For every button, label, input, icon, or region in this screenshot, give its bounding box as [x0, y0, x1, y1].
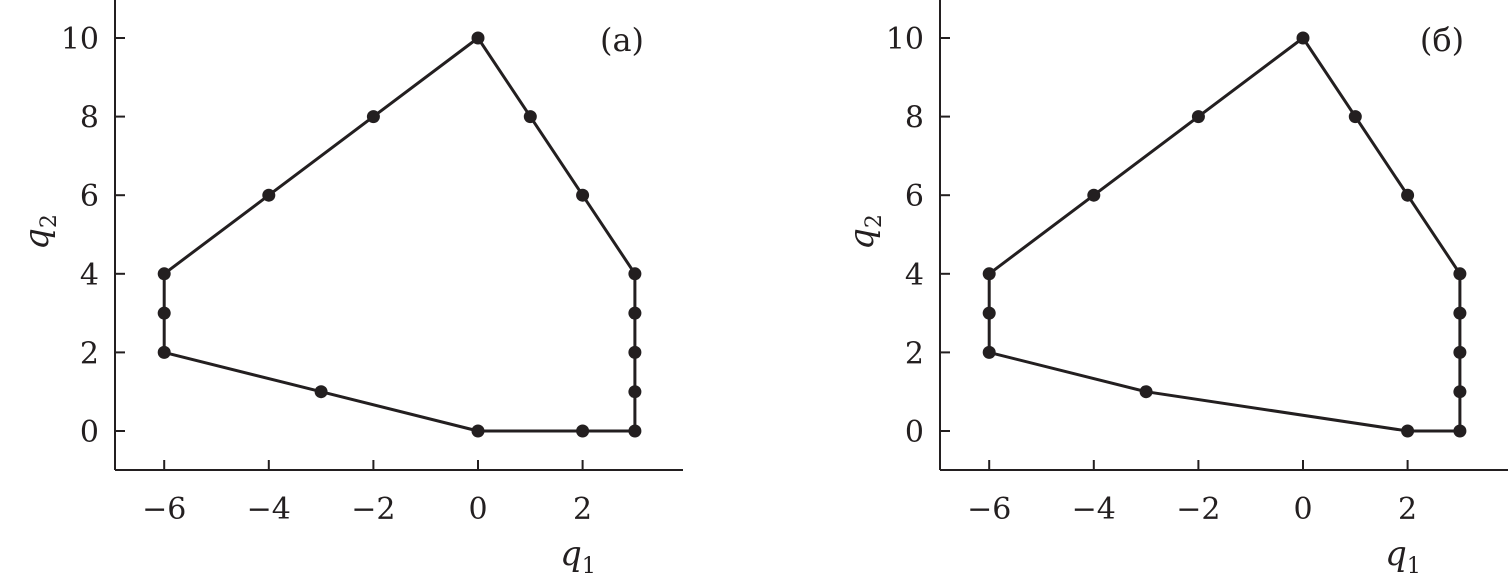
data-point	[1453, 424, 1467, 438]
data-point	[982, 267, 996, 281]
boundary-line	[162, 36, 637, 433]
y-tick-label: 10	[886, 22, 924, 57]
data-point	[628, 424, 642, 438]
x-tick-label: −6	[967, 492, 1011, 527]
y-tick-label: 6	[905, 179, 924, 214]
data-point	[471, 424, 485, 438]
x-axis-label-sub: 1	[582, 554, 596, 575]
y-tick-label: 8	[905, 101, 924, 136]
data-point	[628, 306, 642, 320]
y-tick-label: 2	[80, 336, 99, 371]
data-point	[1348, 110, 1362, 124]
data-point	[628, 385, 642, 399]
y-tick-label: 2	[905, 336, 924, 371]
x-tick-label: −6	[142, 492, 186, 527]
boundary-line	[987, 36, 1462, 433]
y-axis-label: q2	[17, 214, 62, 250]
data-point	[576, 424, 590, 438]
data-point	[314, 385, 328, 399]
y-tick-label: 6	[80, 179, 99, 214]
data-point	[1453, 345, 1467, 359]
x-axis-label-sub: 1	[1407, 554, 1421, 575]
data-point	[157, 306, 171, 320]
x-tick-label: −2	[351, 492, 395, 527]
data-point	[576, 188, 590, 202]
data-point	[157, 267, 171, 281]
data-point	[1453, 385, 1467, 399]
y-axis-label-main: q	[842, 228, 882, 250]
x-tick-label: 0	[1293, 492, 1312, 527]
y-tick-label: 4	[905, 258, 924, 293]
y-axis-label-sub: 2	[862, 214, 887, 228]
x-axis-label-main: q	[1385, 534, 1407, 574]
x-axis-label: q1	[1385, 534, 1421, 575]
data-point	[366, 110, 380, 124]
data-point	[1296, 31, 1310, 45]
y-axis-label-main: q	[17, 228, 57, 250]
data-point	[1191, 110, 1205, 124]
y-tick-label: 0	[80, 415, 99, 450]
data-point	[628, 267, 642, 281]
x-tick-label: 2	[1398, 492, 1417, 527]
y-tick-label: 0	[905, 415, 924, 450]
data-point	[982, 306, 996, 320]
data-point	[1087, 188, 1101, 202]
y-tick-label: 10	[61, 22, 99, 57]
data-point	[1453, 267, 1467, 281]
y-tick-label: 4	[80, 258, 99, 293]
x-axis-label-main: q	[560, 534, 582, 574]
data-point	[1453, 306, 1467, 320]
y-axis-label-sub: 2	[37, 214, 62, 228]
data-point	[262, 188, 276, 202]
y-tick-label: 8	[80, 101, 99, 136]
data-point	[523, 110, 537, 124]
data-point	[1401, 188, 1415, 202]
x-axis-label: q1	[560, 534, 596, 575]
data-point	[1139, 385, 1153, 399]
data-point	[157, 345, 171, 359]
data-point	[471, 31, 485, 45]
data-point	[982, 345, 996, 359]
data-point	[1401, 424, 1415, 438]
x-tick-label: −2	[1176, 492, 1220, 527]
panel-label: (a)	[600, 21, 644, 59]
panel-label: (б)	[1420, 21, 1464, 59]
data-point	[628, 345, 642, 359]
x-tick-label: −4	[247, 492, 291, 527]
x-tick-label: 0	[468, 492, 487, 527]
x-tick-label: −4	[1072, 492, 1116, 527]
x-tick-label: 2	[573, 492, 592, 527]
y-axis-label: q2	[842, 214, 887, 250]
